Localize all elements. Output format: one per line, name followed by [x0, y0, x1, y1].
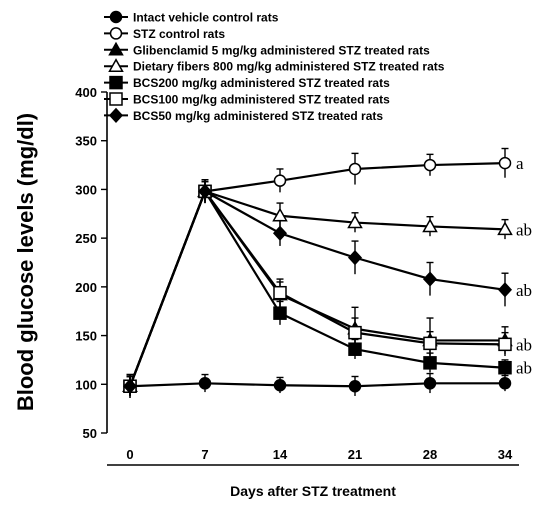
data-point	[273, 306, 287, 320]
legend-label: Intact vehicle control rats	[133, 11, 279, 25]
data-point	[498, 377, 512, 390]
legend-marker	[108, 58, 124, 72]
x-tick-label: 14	[273, 447, 288, 462]
legend-marker	[109, 10, 123, 24]
y-tick-label: 350	[75, 134, 97, 149]
legend-label: Glibenclamid 5 mg/kg administered STZ tr…	[133, 43, 430, 57]
y-tick-label: 100	[75, 377, 97, 392]
y-axis: 50 100 150 200 250 300 350 400	[75, 85, 108, 441]
significance-label: ab	[516, 359, 532, 378]
legend-label: BCS100 mg/kg administered STZ treated ra…	[133, 93, 390, 107]
legend-marker	[109, 27, 123, 40]
significance-labels: a ab ab ab ab	[516, 154, 532, 378]
data-point	[498, 156, 512, 170]
legend-label: Dietary fibers 800 mg/kg administered ST…	[133, 60, 445, 74]
data-point	[273, 285, 287, 300]
x-tick-label: 0	[126, 447, 133, 462]
data-point	[197, 183, 213, 199]
x-axis-title: Days after STZ treatment	[230, 483, 396, 499]
series-5	[123, 178, 512, 396]
legend-marker	[109, 75, 123, 90]
series-2	[123, 147, 512, 398]
data-point	[348, 325, 362, 340]
data-point	[273, 379, 287, 392]
x-tick-label: 7	[201, 447, 208, 462]
data-point	[122, 378, 138, 394]
data-point	[422, 271, 438, 287]
legend-entry: STZ control rats	[104, 27, 225, 41]
x-axis: 0 7 14 21 28 34	[107, 447, 519, 466]
y-tick-label: 200	[75, 280, 97, 295]
legend-marker	[108, 107, 124, 124]
y-tick-label: 300	[75, 182, 97, 197]
legend-label: BCS200 mg/kg administered STZ treated ra…	[133, 76, 390, 90]
legend-entry: BCS200 mg/kg administered STZ treated ra…	[104, 75, 390, 90]
data-point	[423, 356, 437, 370]
data-point	[498, 360, 512, 375]
series-line	[129, 382, 505, 388]
legend-entry: BCS50 mg/kg administered STZ treated rat…	[104, 107, 383, 124]
legend-entry: Intact vehicle control rats	[104, 11, 279, 25]
y-tick-label: 250	[75, 231, 97, 246]
data-point	[423, 336, 437, 351]
y-tick-label: 50	[83, 426, 97, 441]
series-line	[128, 190, 506, 387]
data-point	[347, 250, 363, 266]
legend-entry: BCS100 mg/kg administered STZ treated ra…	[104, 92, 390, 107]
data-point	[348, 162, 362, 176]
data-point	[347, 214, 363, 229]
significance-label: ab	[516, 220, 532, 239]
significance-label: a	[516, 154, 524, 173]
series-line	[128, 188, 506, 387]
data-point	[273, 174, 287, 187]
series-line	[128, 189, 506, 387]
legend-label: BCS50 mg/kg administered STZ treated rat…	[133, 109, 383, 123]
legend-entry: Dietary fibers 800 mg/kg administered ST…	[104, 58, 445, 74]
x-tick-label: 21	[348, 447, 362, 462]
significance-label: ab	[516, 281, 532, 300]
x-tick-label: 28	[423, 447, 437, 462]
series-line	[128, 189, 505, 387]
data-point	[348, 379, 362, 393]
data-point	[497, 221, 513, 236]
x-tick-label: 34	[498, 447, 513, 462]
chart-legend: Intact vehicle control rats STZ control r…	[104, 11, 445, 124]
series-7	[122, 180, 513, 396]
series-6	[123, 180, 512, 398]
data-point	[272, 225, 288, 241]
data-point	[423, 377, 437, 390]
data-point	[423, 158, 437, 172]
y-tick-label: 400	[75, 85, 97, 100]
data-point	[198, 377, 212, 390]
legend-label: STZ control rats	[133, 27, 225, 41]
legend-marker	[108, 41, 124, 56]
y-axis-title: Blood glucose levels (mg/dl)	[13, 113, 38, 411]
series-line	[128, 162, 506, 387]
series-1	[123, 372, 512, 396]
data-point	[422, 218, 438, 233]
series-line	[128, 189, 506, 387]
data-point	[498, 337, 512, 352]
plot-area	[122, 147, 513, 398]
significance-label: ab	[516, 335, 532, 354]
legend-entry: Glibenclamid 5 mg/kg administered STZ tr…	[104, 41, 430, 57]
y-tick-label: 150	[75, 329, 97, 344]
data-point	[497, 282, 513, 298]
legend-marker	[109, 92, 123, 106]
